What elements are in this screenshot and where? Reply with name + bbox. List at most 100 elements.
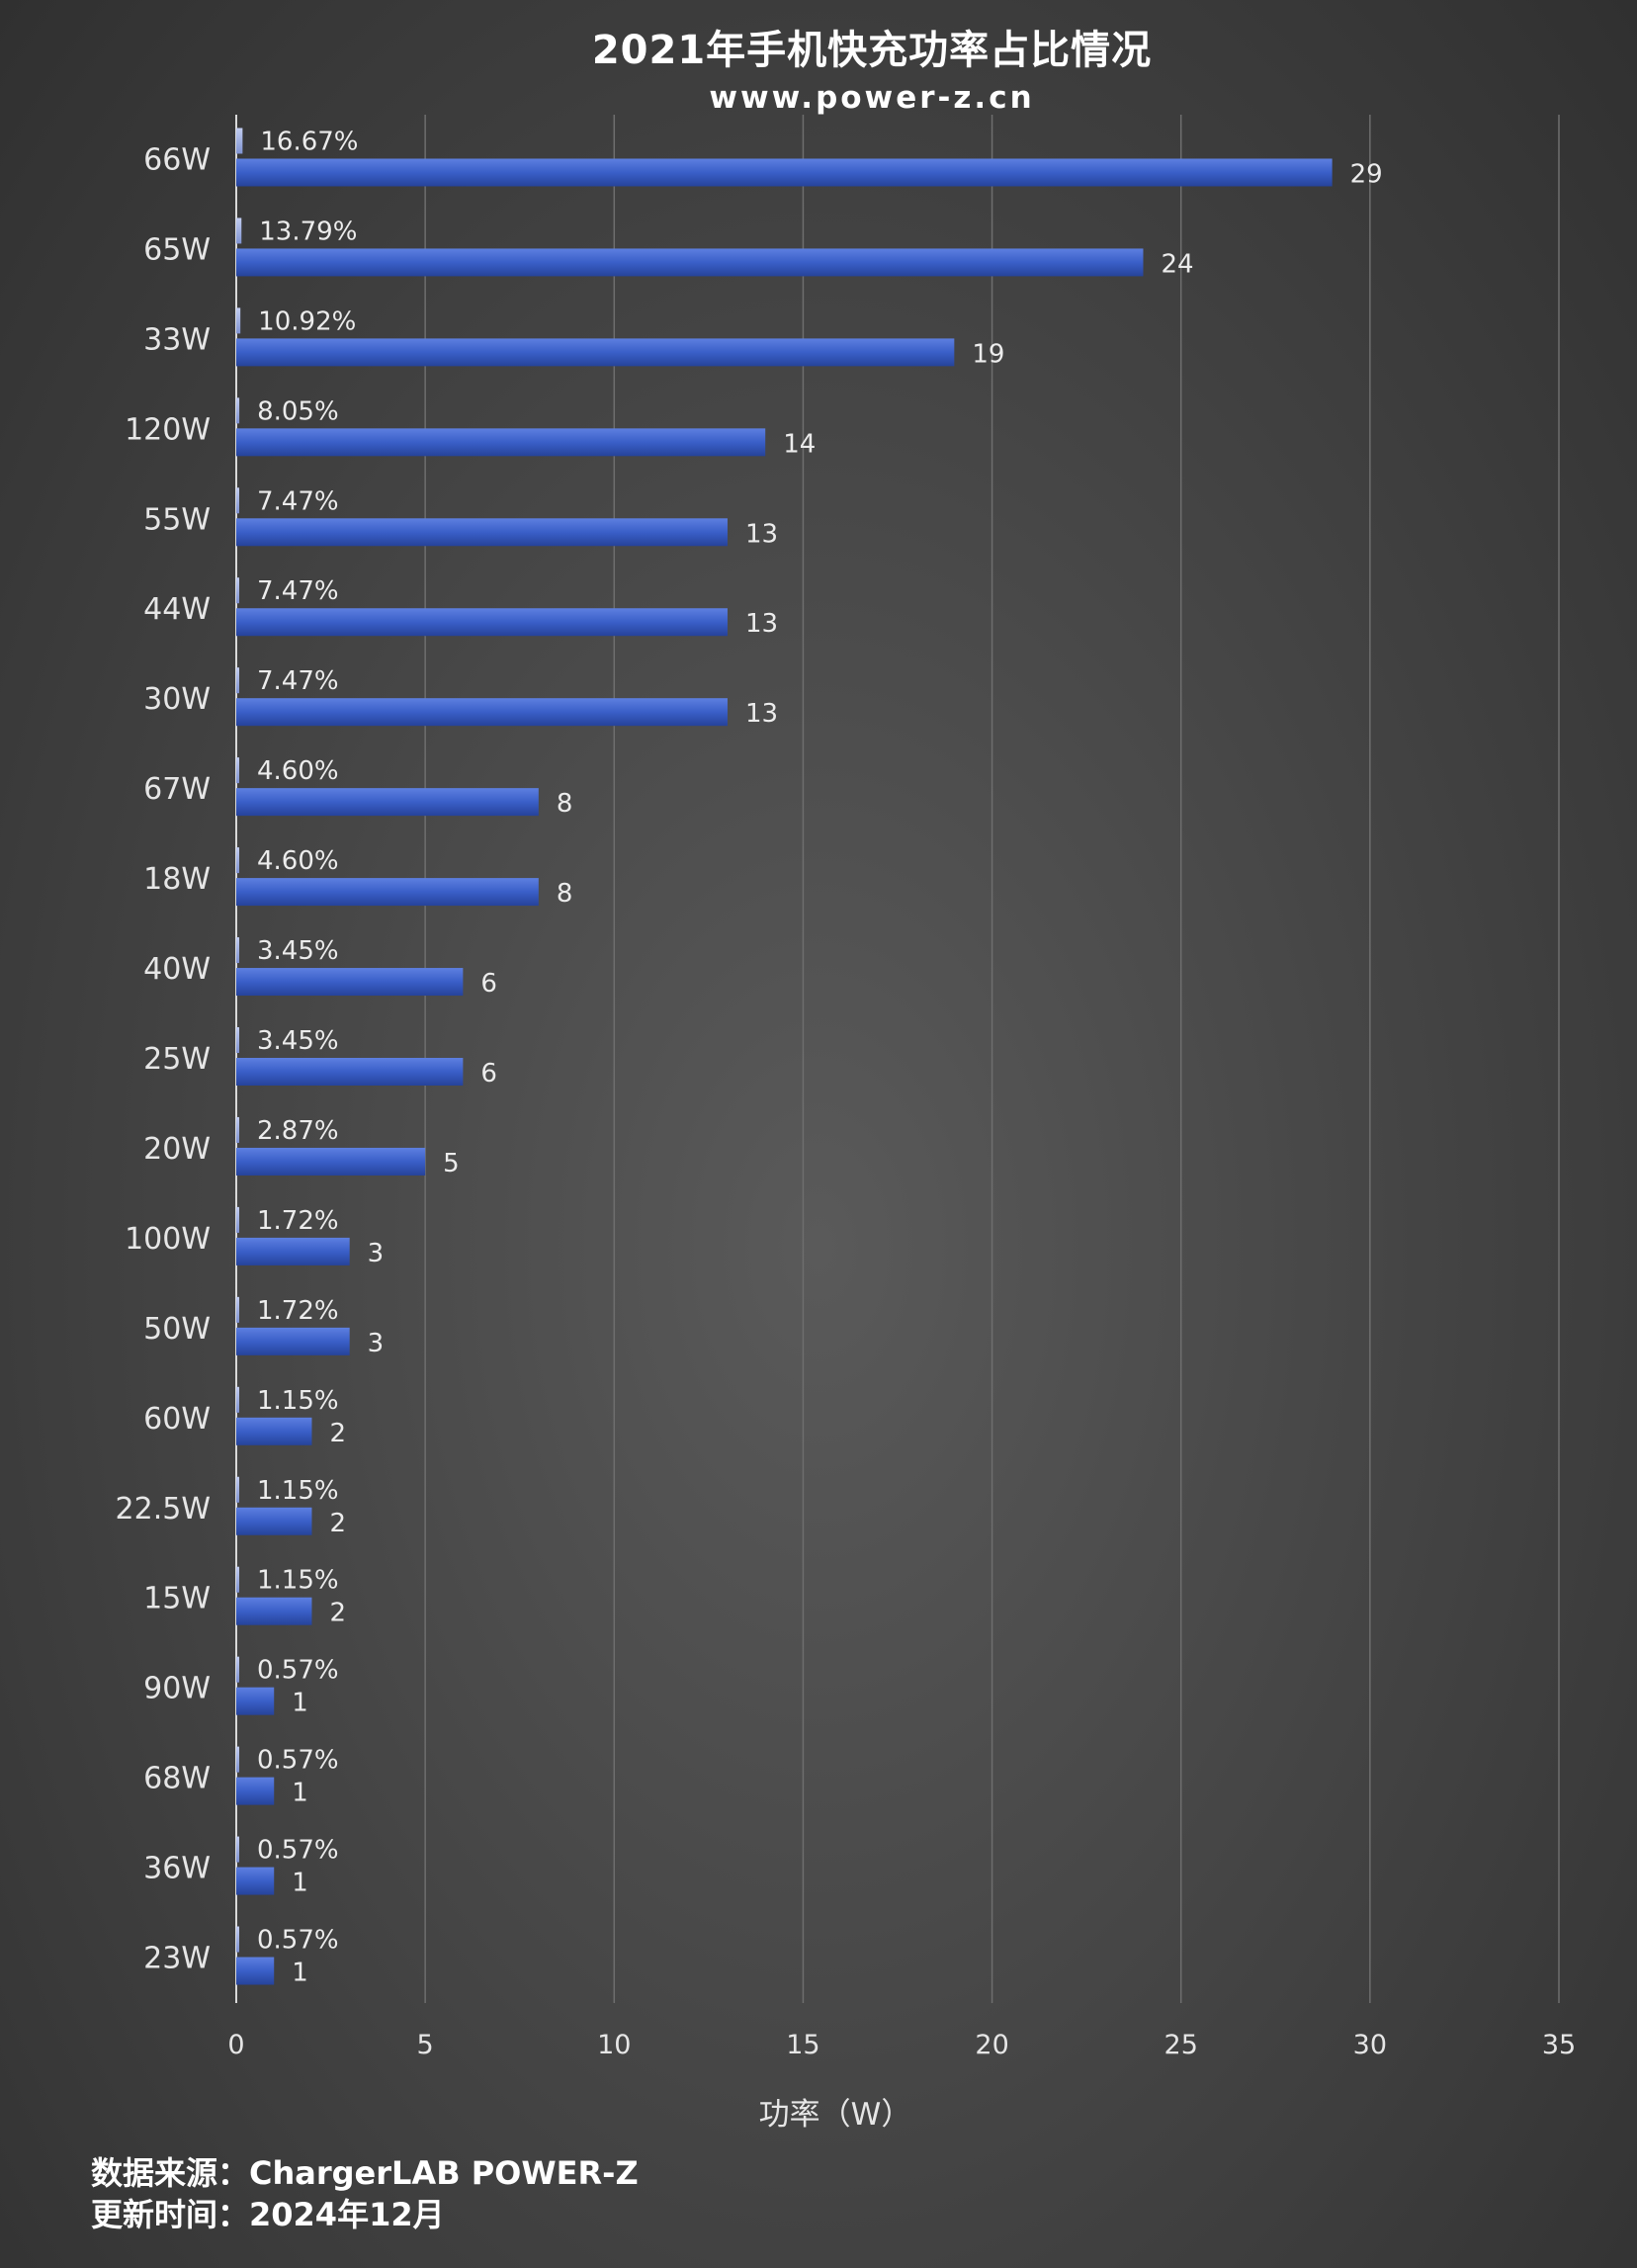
count-data-label: 13 (745, 699, 778, 729)
bar-percent (236, 1296, 239, 1323)
percent-data-label: 16.67% (260, 127, 358, 156)
bar-count (236, 1687, 275, 1715)
bar-percent (236, 937, 239, 964)
count-data-label: 14 (783, 429, 816, 459)
bar-count (236, 1507, 312, 1535)
x-tick-label: 35 (1542, 2030, 1576, 2060)
chart-title: 2021年手机快充功率占比情况 (592, 28, 1152, 73)
footer-updated: 更新时间：2024年12月 (91, 2196, 445, 2233)
bar-count (236, 1237, 350, 1265)
percent-data-label: 0.57% (257, 1926, 339, 1956)
count-data-label: 6 (480, 969, 497, 999)
bar-percent (236, 1027, 239, 1053)
x-tick-label: 30 (1353, 2030, 1387, 2060)
percent-data-label: 7.47% (257, 576, 339, 606)
bar-percent (236, 1566, 239, 1593)
bar-count (236, 968, 464, 997)
category-label: 100W (125, 1222, 211, 1257)
percent-data-label: 4.60% (257, 756, 339, 786)
bar-count (236, 1147, 426, 1176)
bar-count (236, 1957, 275, 1985)
bar-count (236, 1058, 464, 1086)
count-data-label: 1 (292, 1869, 308, 1898)
x-tick-label: 25 (1164, 2030, 1198, 2060)
category-label: 40W (143, 952, 211, 987)
count-data-label: 2 (329, 1509, 346, 1538)
percent-data-label: 1.72% (257, 1206, 339, 1236)
bar-percent (236, 397, 240, 424)
count-data-label: 29 (1350, 159, 1383, 189)
category-label: 44W (143, 592, 211, 627)
percent-data-label: 3.45% (257, 936, 339, 966)
bar-percent (236, 1656, 239, 1683)
percent-data-label: 1.15% (257, 1476, 339, 1506)
bar-percent (236, 1206, 239, 1233)
category-label: 15W (143, 1582, 211, 1616)
category-label: 22.5W (116, 1492, 211, 1527)
category-label: 50W (143, 1312, 211, 1347)
percent-data-label: 13.79% (259, 217, 357, 246)
category-label: 30W (143, 682, 211, 717)
percent-data-label: 3.45% (257, 1026, 339, 1056)
category-label: 66W (143, 142, 211, 177)
bar-count (236, 518, 728, 547)
category-label: 18W (143, 862, 211, 897)
bar-count (236, 338, 955, 367)
bar-percent (236, 1476, 239, 1503)
bar-percent (236, 128, 243, 154)
bar-percent (236, 847, 239, 874)
bar-count (236, 1417, 312, 1445)
bar-count (236, 1777, 275, 1805)
category-label: 55W (143, 502, 211, 537)
percent-data-label: 4.60% (257, 846, 339, 876)
x-axis-label: 功率（W） (759, 2097, 912, 2133)
category-label: 68W (143, 1762, 211, 1796)
category-label: 60W (143, 1402, 211, 1437)
bar-count (236, 248, 1144, 277)
bar-count (236, 1597, 312, 1625)
chart-subtitle: www.power-z.cn (709, 80, 1034, 116)
x-tick-label: 15 (786, 2030, 819, 2060)
percent-data-label: 1.15% (257, 1386, 339, 1416)
category-label: 67W (143, 772, 211, 807)
bar-count (236, 158, 1333, 187)
bar-percent (236, 218, 242, 244)
footer-source: 数据来源：ChargerLAB POWER-Z (91, 2154, 639, 2192)
count-data-label: 1 (292, 1959, 308, 1988)
bar-count (236, 608, 728, 637)
count-data-label: 13 (745, 519, 778, 549)
bar-count (236, 428, 766, 457)
bar-percent (236, 1116, 239, 1143)
bar-count (236, 698, 728, 727)
bar-percent (236, 577, 239, 604)
count-data-label: 19 (972, 339, 1004, 369)
x-tick-label: 20 (975, 2030, 1008, 2060)
count-data-label: 8 (557, 789, 573, 819)
percent-data-label: 0.57% (257, 1746, 339, 1776)
category-label: 36W (143, 1852, 211, 1886)
bar-percent (236, 1746, 239, 1773)
percent-data-label: 0.57% (257, 1836, 339, 1866)
bar-percent (236, 667, 239, 694)
count-data-label: 2 (329, 1419, 346, 1448)
category-label: 90W (143, 1672, 211, 1706)
count-data-label: 8 (557, 879, 573, 909)
count-data-label: 3 (368, 1239, 385, 1268)
count-data-label: 5 (443, 1149, 460, 1178)
category-label: 33W (143, 322, 211, 357)
percent-data-label: 8.05% (257, 396, 339, 426)
category-label: 65W (143, 232, 211, 267)
bar-count (236, 1867, 275, 1895)
category-label: 20W (143, 1132, 211, 1167)
count-data-label: 6 (480, 1059, 497, 1089)
bar-percent (236, 757, 239, 784)
category-label: 23W (143, 1942, 211, 1976)
bar-percent (236, 487, 239, 514)
count-data-label: 13 (745, 609, 778, 639)
count-data-label: 3 (368, 1329, 385, 1358)
category-label: 120W (125, 412, 211, 447)
x-tick-label: 5 (417, 2030, 434, 2060)
percent-data-label: 2.87% (257, 1116, 339, 1146)
bar-percent (236, 307, 241, 334)
